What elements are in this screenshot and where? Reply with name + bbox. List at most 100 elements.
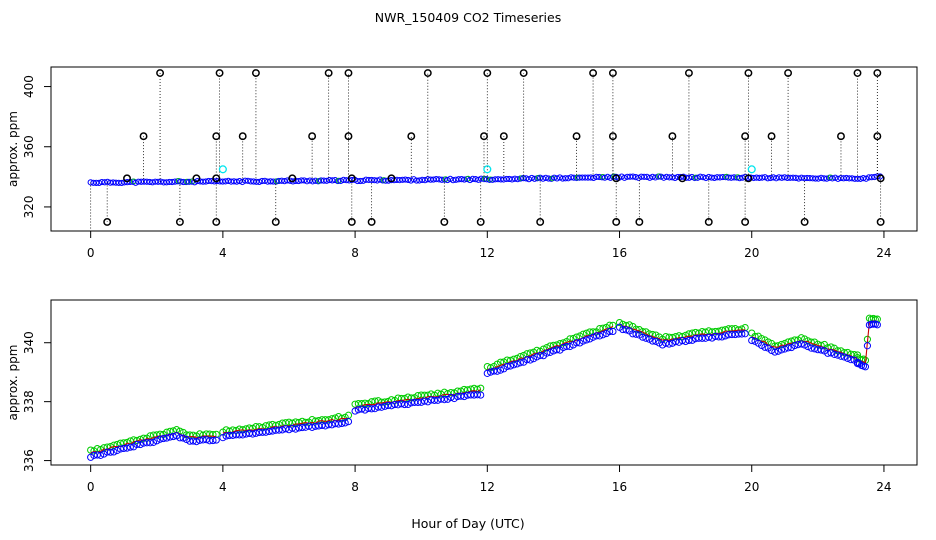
bottom-point-blue	[361, 406, 369, 414]
top-point	[253, 178, 260, 185]
bottom-y-axis-label: approx. ppm	[6, 345, 20, 421]
bottom-point-blue	[513, 360, 521, 368]
top-x-tick-label: 24	[876, 246, 891, 260]
bottom-point-blue	[546, 348, 554, 356]
bottom-point-blue	[401, 400, 409, 409]
top-outlier-point	[344, 69, 353, 77]
bottom-point-blue	[840, 353, 848, 361]
top-point	[531, 175, 538, 182]
top-point	[514, 176, 521, 183]
top-outlier-point	[837, 132, 845, 141]
bottom-line-red	[702, 333, 706, 336]
bottom-point-blue	[447, 393, 455, 402]
top-point	[337, 177, 344, 185]
bottom-line-red	[470, 390, 475, 392]
bottom-line-red	[761, 340, 766, 343]
top-outlier-point	[324, 69, 333, 77]
top-series-raw	[90, 69, 885, 231]
bottom-line-red	[834, 349, 838, 353]
bottom-point-blue	[629, 330, 637, 338]
bottom-point-blue	[721, 332, 729, 340]
top-x-tick-label: 16	[612, 246, 627, 260]
bottom-point-green	[566, 335, 574, 343]
bottom-point-blue	[275, 426, 283, 434]
bottom-point-blue	[321, 422, 329, 430]
bottom-line-red	[328, 418, 333, 422]
top-point	[469, 175, 476, 183]
bottom-point-green	[123, 438, 131, 447]
bottom-point-blue	[861, 363, 870, 371]
bottom-point-blue	[483, 369, 491, 377]
bottom-point-green	[715, 327, 723, 335]
bottom-line-red	[777, 344, 782, 348]
bottom-line-red	[232, 430, 237, 433]
top-point	[818, 174, 825, 181]
top-outlier-point	[156, 69, 165, 77]
top-point	[590, 174, 597, 182]
bottom-line-red	[566, 340, 571, 344]
bottom-line-red	[817, 344, 822, 347]
top-x-tick-label: 12	[480, 246, 495, 260]
bottom-point-blue	[209, 436, 217, 445]
bottom-point-blue	[619, 325, 627, 334]
top-point	[118, 179, 125, 187]
bottom-point-blue	[199, 436, 207, 444]
bottom-point-green	[229, 426, 237, 434]
bottom-point-blue	[123, 444, 131, 452]
bottom-point-blue	[460, 392, 468, 401]
bottom-point-blue	[516, 359, 524, 367]
bottom-line-red	[784, 343, 789, 347]
bottom-point-blue	[116, 445, 125, 453]
bottom-point-blue	[298, 423, 306, 432]
bottom-line-red	[787, 342, 792, 345]
top-outlier-point	[678, 174, 687, 183]
bottom-point-green	[368, 398, 376, 406]
bottom-point-blue	[559, 343, 567, 352]
bottom-line-red	[325, 420, 329, 423]
bottom-line-red	[645, 333, 650, 337]
bottom-point-blue	[830, 350, 838, 358]
bottom-point-blue	[136, 440, 144, 449]
top-outlier-point	[519, 69, 528, 77]
bottom-point-blue	[648, 337, 657, 345]
top-y-tick-label: 400	[22, 75, 36, 98]
top-outlier-point	[387, 174, 396, 183]
bottom-point-blue	[420, 397, 429, 405]
bottom-point-blue	[219, 434, 227, 442]
bottom-point-blue	[817, 346, 825, 354]
top-outlier-point	[876, 174, 885, 183]
bottom-line-red	[652, 336, 657, 339]
top-outlier-point	[873, 69, 882, 77]
top-y-axis-label: approx. ppm	[6, 111, 20, 187]
top-outlier-point	[251, 69, 260, 77]
bottom-point-blue	[781, 345, 789, 353]
bottom-x-tick-label: 12	[480, 480, 495, 494]
bottom-point-blue	[563, 342, 571, 351]
bottom-line-red	[807, 340, 812, 344]
bottom-line-red	[632, 328, 637, 331]
top-outlier-point	[238, 132, 247, 141]
bottom-line-red	[642, 331, 647, 335]
top-point	[447, 175, 454, 183]
bottom-point-blue	[212, 436, 220, 444]
bottom-point-blue	[371, 405, 379, 413]
bottom-line-red	[252, 429, 257, 431]
bottom-point-blue	[93, 451, 101, 459]
bottom-point-blue	[235, 431, 244, 439]
bottom-line-red	[149, 437, 154, 440]
top-outlier-point	[704, 218, 713, 226]
bottom-point-blue	[192, 437, 201, 446]
top-cyan-point	[218, 165, 227, 174]
bottom-point-blue	[153, 437, 161, 445]
bottom-point-blue	[146, 439, 154, 447]
bottom-point-green	[553, 341, 561, 349]
bottom-point-blue	[599, 331, 607, 339]
bottom-point-blue	[113, 446, 121, 455]
top-point	[761, 174, 769, 181]
bottom-point-blue	[487, 368, 495, 376]
bottom-point-blue	[632, 330, 640, 338]
top-point	[641, 173, 648, 180]
bottom-line-red	[249, 429, 253, 431]
bottom-point-blue	[252, 429, 260, 437]
